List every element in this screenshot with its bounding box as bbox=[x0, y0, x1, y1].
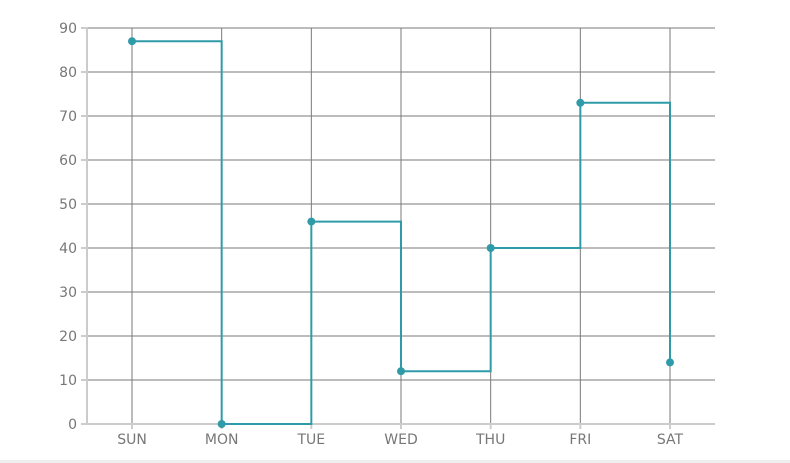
y-tick-label: 90 bbox=[59, 21, 77, 37]
y-tick-label: 0 bbox=[68, 417, 77, 433]
x-tick-label: MON bbox=[205, 432, 239, 448]
x-tick-label: FRI bbox=[569, 432, 591, 448]
y-tick-label: 40 bbox=[59, 241, 77, 257]
y-tick-label: 80 bbox=[59, 65, 77, 81]
bottom-divider bbox=[0, 460, 790, 463]
y-tick-label: 20 bbox=[59, 329, 77, 345]
data-point-wed bbox=[397, 367, 405, 376]
data-point-sat bbox=[666, 358, 674, 367]
data-point-thu bbox=[486, 244, 495, 252]
y-tick-label: 50 bbox=[59, 197, 77, 213]
data-point-sun bbox=[128, 37, 136, 46]
y-tick-label: 60 bbox=[59, 153, 77, 169]
x-tick-label: TUE bbox=[297, 432, 326, 448]
data-point-tue bbox=[307, 217, 316, 226]
y-tick-label: 10 bbox=[59, 373, 77, 389]
y-tick-label: 30 bbox=[59, 285, 77, 301]
data-point-mon bbox=[217, 420, 226, 428]
x-tick-label: SUN bbox=[117, 432, 147, 448]
y-tick-label: 70 bbox=[59, 109, 77, 125]
x-tick-label: SAT bbox=[657, 432, 684, 448]
x-tick-label: THU bbox=[475, 432, 505, 448]
data-point-fri bbox=[576, 98, 585, 107]
x-tick-label: WED bbox=[384, 432, 417, 448]
